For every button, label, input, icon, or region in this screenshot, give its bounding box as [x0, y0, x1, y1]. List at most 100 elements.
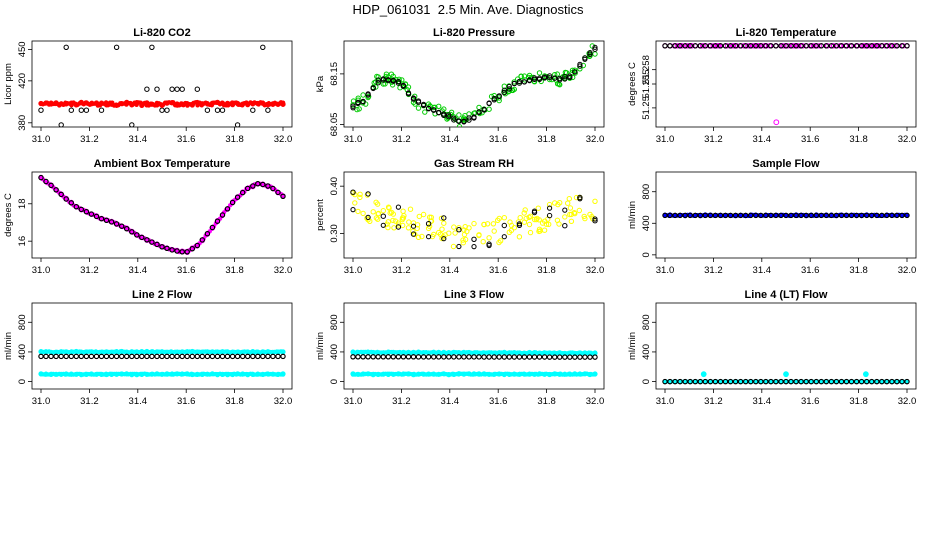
data-point: [496, 354, 502, 360]
data-point: [350, 105, 356, 111]
data-point: [280, 100, 286, 105]
data-point: [810, 43, 816, 49]
data-point: [194, 353, 200, 359]
data-point: [496, 93, 502, 100]
data-point: [501, 89, 507, 96]
data-point: [763, 43, 769, 49]
data-point: [149, 353, 155, 359]
y-axis-label: degrees C: [627, 62, 638, 106]
data-point: [501, 234, 507, 240]
y-tick-label: 18: [17, 198, 28, 209]
data-point: [843, 379, 850, 385]
data-point: [727, 43, 734, 49]
data-point: [491, 97, 497, 103]
data-point: [501, 354, 507, 360]
data-point: [790, 43, 796, 49]
data-point: [357, 191, 363, 198]
data-point: [68, 200, 74, 206]
data-point: [164, 107, 170, 113]
data-point: [763, 379, 769, 385]
data-point: [48, 353, 54, 359]
x-tick-label: 31.0: [656, 265, 675, 276]
data-point: [450, 243, 457, 250]
data-point: [380, 208, 386, 214]
data-point: [546, 73, 553, 79]
data-point: [460, 237, 466, 243]
data-point: [733, 379, 739, 385]
data-point: [795, 43, 801, 49]
data-points: [350, 349, 598, 378]
panel-title: Gas Stream RH: [434, 158, 514, 170]
data-point: [98, 107, 105, 113]
data-point: [702, 212, 708, 218]
data-point: [199, 237, 205, 243]
data-point: [373, 84, 379, 90]
data-point: [745, 43, 751, 49]
data-point: [533, 216, 539, 223]
data-point: [471, 220, 477, 227]
data-point: [576, 207, 582, 214]
data-point: [189, 246, 195, 252]
data-point: [894, 212, 900, 218]
data-point: [415, 98, 422, 104]
x-tick-label: 32.0: [586, 134, 605, 145]
data-point: [114, 221, 120, 227]
data-point: [149, 44, 155, 50]
data-point: [452, 230, 458, 236]
data-point: [582, 56, 588, 62]
data-point: [481, 354, 487, 360]
data-point: [480, 239, 486, 245]
data-point: [68, 353, 74, 359]
x-tick-label: 32.0: [586, 396, 605, 407]
plot-frame: [343, 40, 605, 128]
data-point: [421, 354, 427, 360]
data-point: [109, 219, 115, 225]
x-tick-label: 31.2: [80, 134, 99, 145]
data-point: [255, 181, 261, 187]
data-point: [700, 371, 707, 378]
data-point: [441, 354, 447, 360]
data-point: [879, 43, 885, 49]
data-point: [390, 217, 396, 224]
data-point: [476, 109, 482, 115]
data-point: [471, 354, 477, 360]
data-point: [396, 76, 402, 83]
data-point: [391, 225, 397, 231]
data-point: [838, 43, 845, 49]
x-tick-label: 31.2: [704, 134, 723, 145]
panel-title: Li-820 CO2: [133, 27, 190, 39]
data-point: [420, 211, 427, 218]
data-point: [813, 212, 819, 218]
data-point: [441, 215, 447, 221]
data-point: [707, 379, 714, 385]
data-point: [781, 43, 787, 49]
x-tick-label: 31.4: [753, 396, 772, 407]
data-point: [565, 200, 571, 206]
data-point: [724, 43, 731, 49]
data-point: [798, 212, 804, 218]
data-point: [684, 43, 690, 49]
data-point: [508, 227, 515, 234]
data-point: [265, 107, 271, 113]
data-point: [508, 222, 515, 229]
data-point: [521, 354, 528, 360]
data-point: [415, 234, 422, 241]
data-point: [441, 236, 447, 242]
data-point: [570, 74, 576, 81]
data-point: [484, 221, 491, 227]
data-point: [114, 353, 120, 359]
y-axis-label: Licor ppm: [3, 63, 14, 105]
data-point: [667, 212, 673, 218]
data-point: [134, 232, 140, 238]
panel-line3: Line 3 Flow ml/min 31.0 31.2 31.4 31.6 31.8 32.…: [315, 289, 605, 407]
data-point: [395, 204, 401, 210]
data-point: [547, 75, 553, 81]
data-point: [380, 222, 386, 228]
data-point: [539, 220, 546, 226]
y-axis-label: degrees C: [3, 193, 14, 237]
data-point: [833, 43, 840, 49]
plot-frame: [655, 40, 917, 128]
data-point: [395, 79, 401, 85]
data-point: [526, 221, 533, 228]
x-tick-label: 31.0: [344, 265, 363, 276]
